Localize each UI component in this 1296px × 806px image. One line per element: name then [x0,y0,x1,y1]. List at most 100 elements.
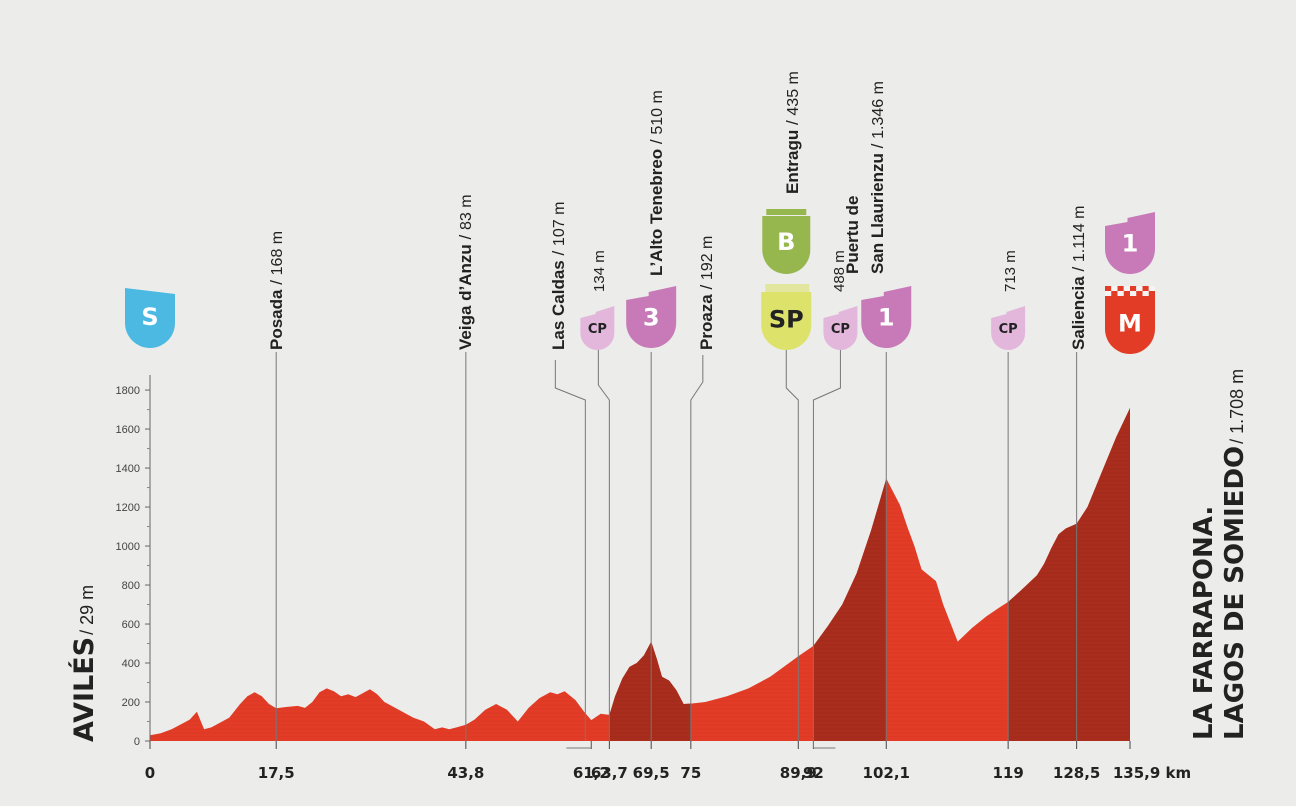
profile-dark-segment-0 [609,408,691,741]
climb-shield-icon [626,286,677,348]
finish-elevation-value: 1.708 m [1227,369,1247,434]
checkpoint-shield-icon [823,306,858,350]
waypoint-line [812,345,841,741]
x-tick-label: 43,8 [447,764,484,782]
waypoint-sep: / [456,230,475,244]
waypoint-line [554,360,586,741]
y-axis: 0 200 400 600 800 1000 1200 1400 1600 1800 [116,375,151,748]
badge-label: 1 [878,304,895,332]
finish-checker-cell [1130,286,1137,291]
finish-shield-icon [1105,296,1155,354]
waypoint-label-9: San Llaurienzu / 1.346 m [868,81,887,274]
waypoint-sep: / [267,275,286,289]
waypoint-elevation: 1.114 m [1071,205,1088,262]
waypoint-name: L’Alto Tenebreo [647,149,666,276]
finish-checker-cell [1148,291,1155,296]
sprint-stack-back [765,284,810,292]
badge-label: M [1118,310,1142,338]
x-tick-label: 63,7 [591,764,628,782]
waypoint-name: San Llaurienzu [868,153,887,274]
waypoint-elevation: 435 m [785,71,802,115]
y-tick-label: 1600 [116,424,140,436]
waypoint-line [597,345,610,741]
waypoint-label-11: Saliencia / 1.114 m [1069,205,1088,350]
waypoint-elevation: 192 m [699,236,716,280]
climb-shield-icon [861,286,912,348]
start-town-elevation-value: 29 m [77,585,97,625]
start-town-label: AVILÉS / 29 m [68,585,100,742]
waypoint-elevation: 488 m [831,250,848,292]
badge-checkpoint-8-0: CP [823,306,858,350]
y-tick-label: 600 [122,619,140,631]
finish-checker-cell [1117,286,1124,291]
badge-label: CP [588,322,607,337]
badge-climb-5-0: 3 [626,286,677,348]
finish-checker-cell [1105,286,1112,291]
waypoint-sep: / [549,246,568,260]
waypoint-name: Veiga d’Anzu [456,244,475,350]
y-tick-label: 400 [122,658,140,670]
waypoint-label-6: Proaza / 192 m [697,236,716,350]
waypoint-lines-group [275,345,1078,741]
finish-checker-cell [1111,286,1118,291]
start-town-name: AVILÉS [68,637,100,742]
waypoint-badges-group: S CP 3 SP B CP 1 CP M 1 [125,209,1155,354]
waypoint-line [785,350,799,741]
badge-label: 3 [643,304,660,332]
finish-checker-cell [1136,286,1143,291]
badge-label: CP [999,322,1018,337]
finish-checker-cell [1123,291,1130,296]
y-tick-label: 1000 [116,541,140,553]
y-tick-label: 0 [134,736,140,748]
x-tick-label: 0 [145,764,155,782]
x-tick-label: 89,9 [780,764,817,782]
start-town-separator: / [77,625,97,635]
x-tick-label: 69,5 [633,764,670,782]
finish-elevation: / 1.708 m [1227,369,1247,444]
badge-finish-12-0: M [1105,286,1155,354]
waypoint-elevation: 134 m [591,250,608,292]
waypoint-sep: / [783,116,802,130]
badge-climb-12-1: 1 [1105,212,1155,274]
waypoint-sep: / [1069,262,1088,276]
finish-checker-cell [1148,286,1155,291]
y-tick-label: 200 [122,697,140,709]
x-bracket-right [812,741,836,749]
checkpoint-shield-icon [580,306,615,350]
waypoint-elevation: 510 m [649,90,666,134]
x-tick-label: 92 [803,764,824,782]
finish-elevation-sep: / [1227,434,1247,444]
y-tick-label: 1800 [116,385,140,397]
waypoint-elevation: 1.346 m [870,81,887,139]
finish-checker-cell [1136,291,1143,296]
waypoint-label-8: 488 m [831,250,848,292]
finish-checker-cell [1117,291,1124,296]
finish-checker-cell [1130,291,1137,296]
waypoint-label-7: Entragu / 435 m [783,71,802,194]
y-tick-label: 1200 [116,502,140,514]
start-town-elevation: / 29 m [77,585,97,635]
waypoint-sep: / [697,280,716,294]
badge-bonus-7-1: B [762,209,811,274]
waypoint-name: Las Caldas [549,260,568,350]
x-tick-label: 61,2 [573,764,610,782]
waypoint-label-1: Posada / 168 m [267,231,286,350]
finish-line-1: LA FARRAPONA. [1189,506,1219,740]
finish-checker-cell [1111,291,1118,296]
waypoint-elevation: 168 m [269,231,286,275]
finish-checker-cell [1142,291,1149,296]
badge-checkpoint-4-0: CP [580,306,615,350]
badge-start-0-0: S [125,288,175,348]
y-tick-label: 800 [122,580,140,592]
waypoint-sep: / [647,135,666,149]
waypoint-name: Entragu [783,130,802,194]
waypoint-label-2: Veiga d’Anzu / 83 m [456,194,475,350]
x-bracket-left [566,741,592,749]
waypoint-name: Posada [267,289,286,350]
badge-label: S [141,303,158,331]
waypoint-elevation: 83 m [458,194,475,230]
badge-sprint-7-0: SP [761,284,812,350]
badge-checkpoint-10-0: CP [991,306,1026,350]
